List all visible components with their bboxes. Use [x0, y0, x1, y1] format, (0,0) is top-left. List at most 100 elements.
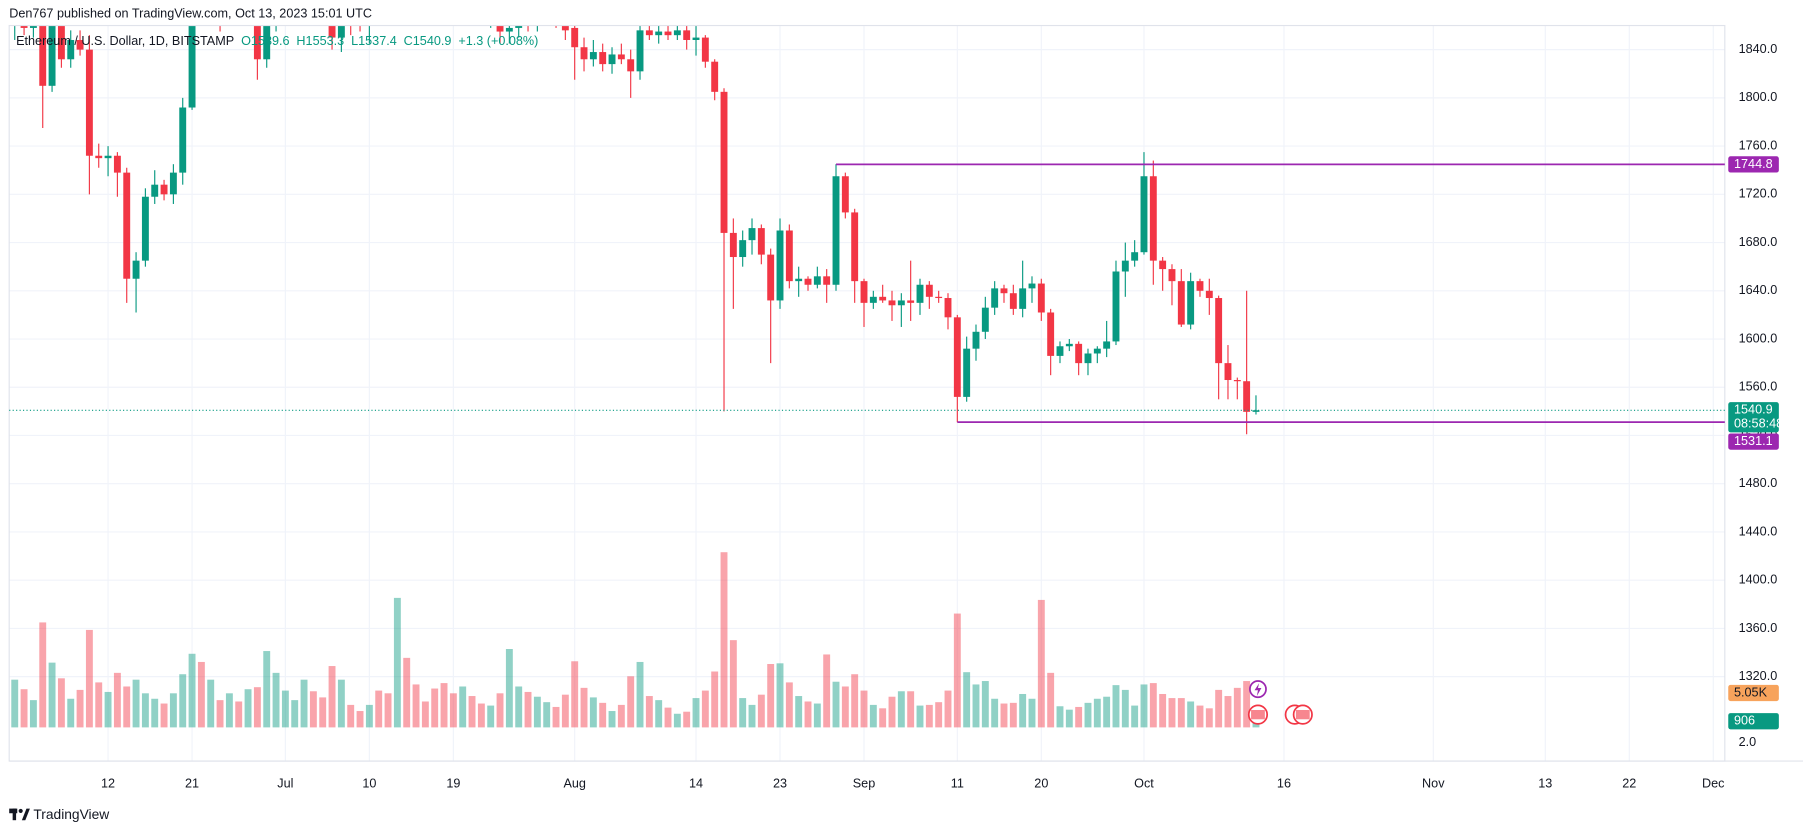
volume-label: 906 — [1734, 714, 1755, 728]
candle-body — [1177, 281, 1185, 325]
candle-body — [617, 54, 625, 60]
y-tick-label: 1320.0 — [1739, 669, 1778, 683]
ohlc-value: C1540.9 — [404, 34, 452, 48]
candle-body — [916, 284, 924, 303]
candle-body — [1075, 343, 1083, 364]
candle-body — [897, 300, 905, 306]
volume-bar — [823, 654, 831, 728]
volume-bar — [412, 684, 420, 728]
candle-body — [1009, 293, 1017, 309]
volume-bar — [711, 671, 719, 728]
volume-bar — [767, 663, 775, 728]
volume-bar — [1205, 708, 1213, 728]
candle-body — [981, 307, 989, 332]
volume-bar — [57, 678, 65, 728]
volume-bar — [925, 704, 933, 728]
x-tick-label: 23 — [773, 777, 787, 791]
candle-body — [1243, 381, 1251, 412]
volume-axis-label: 2.0 — [1739, 735, 1757, 749]
volume-bar — [832, 681, 840, 728]
candle-body — [141, 196, 149, 261]
volume-bar — [757, 694, 765, 728]
volume-bar — [617, 704, 625, 728]
x-tick-label: Nov — [1422, 777, 1445, 791]
volume-bar — [1168, 698, 1176, 728]
volume-bar — [589, 697, 597, 728]
volume-bar — [141, 693, 149, 728]
volume-bar — [897, 691, 905, 728]
volume-bar — [309, 691, 317, 728]
candle-body — [683, 30, 691, 40]
volume-bar — [963, 672, 971, 728]
volume-bar — [561, 694, 569, 728]
volume-bar — [328, 666, 336, 728]
volume-bar — [207, 679, 215, 728]
volume-bar — [795, 696, 803, 728]
candle-body — [337, 25, 345, 38]
volume-bar — [1131, 705, 1139, 728]
volume-bar — [29, 700, 37, 728]
volume-bar — [1037, 599, 1045, 728]
volume-bar — [860, 690, 868, 728]
candle-body — [263, 25, 271, 60]
candle-body — [673, 30, 681, 36]
level-label-box — [1728, 433, 1779, 450]
candle-body — [636, 30, 644, 72]
volume-bar — [981, 681, 989, 728]
ohlc-value: L1537.4 — [351, 34, 397, 48]
volume-bar — [1019, 693, 1027, 728]
candle-body — [1233, 380, 1241, 382]
volume-bar — [1215, 689, 1223, 728]
volume-bar — [636, 661, 644, 728]
flag-glyph — [1251, 709, 1265, 720]
volume-bar — [235, 701, 243, 728]
candle-body — [813, 276, 821, 285]
candle-body — [795, 278, 803, 282]
volume-bar — [67, 698, 75, 728]
level-label: 1531.1 — [1734, 434, 1773, 448]
x-tick-label: Sep — [853, 777, 875, 791]
candle-body — [935, 296, 943, 299]
candle-body — [701, 37, 709, 62]
volume-bar — [1093, 698, 1101, 728]
volume-bar — [468, 696, 476, 728]
volume-bar — [272, 672, 280, 728]
volume-bar — [169, 693, 177, 728]
candle-body — [1196, 281, 1204, 291]
candle-body — [76, 39, 84, 50]
candle-body — [1168, 269, 1176, 282]
volume-bar — [1224, 696, 1232, 728]
volume-bar — [244, 689, 252, 728]
candle-body — [39, 25, 47, 86]
y-tick-label: 1400.0 — [1739, 572, 1778, 586]
candle-body — [1056, 346, 1064, 356]
volume-bar — [879, 708, 887, 728]
candle-body — [841, 176, 849, 213]
y-tick-label: 1360.0 — [1739, 621, 1778, 635]
volume-bar — [1121, 689, 1129, 728]
candle-body — [48, 25, 56, 86]
volume-bar — [253, 687, 261, 728]
volume-bar — [505, 649, 513, 728]
candle-body — [589, 52, 597, 60]
volume-ma-label: 5.05K — [1734, 685, 1768, 699]
volume-bar — [524, 691, 532, 728]
x-tick-label: 11 — [951, 777, 964, 791]
candle-body — [160, 184, 168, 195]
volume-bar — [571, 661, 579, 728]
y-tick-label: 1440.0 — [1739, 524, 1778, 538]
volume-bar — [1103, 696, 1111, 728]
volume-bar — [356, 711, 364, 728]
candle-body — [627, 59, 635, 72]
candle-body — [739, 240, 747, 258]
candle-body — [767, 254, 775, 301]
candle-body — [804, 278, 812, 285]
candle-body — [20, 25, 28, 28]
countdown: 08:58:48 — [1734, 417, 1783, 431]
volume-bar — [1000, 703, 1008, 728]
candle-body — [1093, 348, 1101, 354]
volume-bar — [440, 683, 448, 728]
volume-bar — [664, 707, 672, 728]
candle-body — [748, 228, 756, 241]
